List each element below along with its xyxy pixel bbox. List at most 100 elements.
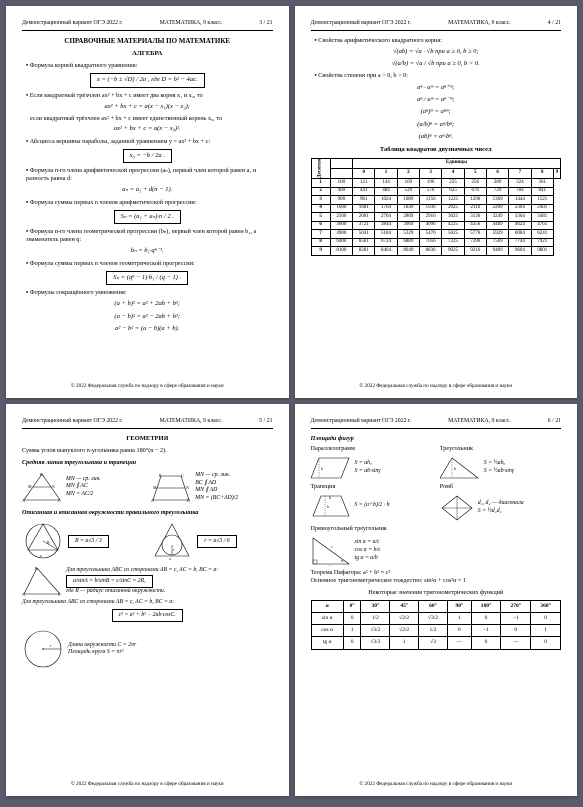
cell: 2500 xyxy=(330,213,352,222)
formula: (aⁿ)ᵐ = aⁿᵐ; xyxy=(311,108,562,116)
units-header: Единицы xyxy=(353,159,561,169)
formula: aⁿ · aᵐ = aⁿ⁺ᵐ; xyxy=(311,84,562,92)
bullet: Формулы сокращённого умножения: xyxy=(26,289,273,297)
bullet: Формула суммы первых n членов арифметиче… xyxy=(26,199,273,207)
trig-header: 270° xyxy=(501,600,531,612)
trig-cell: −1 xyxy=(471,625,501,637)
cell: 1444 xyxy=(509,196,531,205)
row-header: 7 xyxy=(311,230,330,239)
svg-text:a: a xyxy=(169,556,171,560)
trig-cell: √3/2 xyxy=(361,625,390,637)
table-row: 6360037213844396940964225435644894624476… xyxy=(311,221,561,230)
text: Сумма углов выпуклого n-угольника равна … xyxy=(22,447,273,455)
trig-cell: 0 xyxy=(343,637,361,649)
page-5: Демонстрационный вариант ОГЭ 2022 г. МАТ… xyxy=(6,404,289,796)
formula: S = ½ahₐ S = ½ab·sinγ xyxy=(484,460,514,475)
formula: (a/b)ⁿ = aⁿ/bⁿ; xyxy=(311,121,562,129)
cell: 3600 xyxy=(330,221,352,230)
cell: 9216 xyxy=(464,247,486,256)
cell: 7744 xyxy=(509,238,531,247)
header-subject: МАТЕМАТИКА, 9 класс. xyxy=(448,20,511,28)
cell: 1156 xyxy=(420,196,442,205)
cell: 9604 xyxy=(509,247,531,256)
trig-cell: 1 xyxy=(447,613,471,625)
col-header: 7 xyxy=(509,169,531,179)
header-page-num: 6 / 21 xyxy=(548,418,561,426)
svg-text:C: C xyxy=(181,473,184,478)
svg-text:N: N xyxy=(52,484,55,489)
formula: x = (−b ± √D) / 2a , где D = b² − 4ac. xyxy=(90,73,205,87)
algebra-title: АЛГЕБРА xyxy=(22,50,273,58)
text: где R — радиус описанной окружности. xyxy=(66,588,218,596)
text: MN ∥ AC xyxy=(66,483,101,491)
formula: r = a√3 / 6 xyxy=(197,535,236,549)
trig-cell: √3/3 xyxy=(361,637,390,649)
cell: 3844 xyxy=(375,221,397,230)
cell: 5625 xyxy=(442,230,464,239)
header-left: Демонстрационный вариант ОГЭ 2022 г. xyxy=(311,20,412,28)
cell: 8281 xyxy=(353,247,375,256)
svg-text:B: B xyxy=(159,473,162,478)
cell: 1089 xyxy=(397,196,419,205)
footer: © 2022 Федеральная служба по надзору в с… xyxy=(6,781,289,788)
formula: aₙ = a₁ + d(n − 1). xyxy=(22,186,273,194)
cell: 1849 xyxy=(397,204,419,213)
trig-header: 90° xyxy=(447,600,471,612)
trig-row-label: sin α xyxy=(311,613,343,625)
cell: 7569 xyxy=(486,238,508,247)
formula: S = ahₐ S = ab·sinγ xyxy=(355,460,381,475)
main-title: СПРАВОЧНЫЕ МАТЕРИАЛЫ ПО МАТЕМАТИКЕ xyxy=(22,37,273,46)
page-6: Демонстрационный вариант ОГЭ 2022 г. МАТ… xyxy=(295,404,578,796)
page-grid: Демонстрационный вариант ОГЭ 2022 г. МАТ… xyxy=(6,6,577,796)
header-subject: МАТЕМАТИКА, 9 класс. xyxy=(448,418,511,426)
formula: ax² + bx + c = a(x − x₀)². xyxy=(22,125,273,133)
svg-text:C: C xyxy=(58,498,61,502)
cell: 9025 xyxy=(442,247,464,256)
cell: 6400 xyxy=(330,238,352,247)
trapezoid-area-diagram: b h a xyxy=(311,494,351,518)
cell: 3364 xyxy=(509,213,531,222)
text: MN ∥ AD xyxy=(195,487,238,495)
cell: 1600 xyxy=(330,204,352,213)
svg-text:A: A xyxy=(151,498,154,502)
cell: 529 xyxy=(397,187,419,196)
trig-cell: 1/2 xyxy=(361,613,390,625)
bullet: Формула n-го члена арифметической прогре… xyxy=(26,167,273,183)
formula: cos α = b/c xyxy=(355,547,381,555)
shape-label: Параллелограмм xyxy=(311,445,432,453)
header-page-num: 4 / 21 xyxy=(548,20,561,28)
trig-cell: √2/2 xyxy=(390,625,419,637)
svg-text:α: α xyxy=(341,558,343,563)
shape-label: Ромб xyxy=(440,483,561,491)
table-row: 9810082818464864988369025921694099604980… xyxy=(311,247,561,256)
cell: 5776 xyxy=(464,230,486,239)
svg-text:h: h xyxy=(327,504,329,509)
cell: 169 xyxy=(397,179,419,188)
cell: 5329 xyxy=(397,230,419,239)
trig-header: 180° xyxy=(471,600,501,612)
bullet: Формула суммы первых n членов геометриче… xyxy=(26,260,273,268)
svg-text:D: D xyxy=(187,498,190,502)
cell: 100 xyxy=(330,179,352,188)
trig-cell: 0 xyxy=(501,625,531,637)
cell: 2025 xyxy=(442,204,464,213)
trig-cell: — xyxy=(501,637,531,649)
svg-text:a: a xyxy=(40,553,42,558)
formula: a² − b² = (a − b)(a + b). xyxy=(22,325,273,333)
cell: 196 xyxy=(420,179,442,188)
text: Для треугольника ABC со сторонами AB = c… xyxy=(22,599,273,607)
svg-text:N: N xyxy=(186,485,189,490)
col-header: 9 xyxy=(553,169,560,179)
areas-title: Площади фигур xyxy=(311,435,562,443)
row-header: 1 xyxy=(311,179,330,188)
text: MN = (BC+AD)/2 xyxy=(195,495,238,503)
page-header: Демонстрационный вариант ОГЭ 2022 г. МАТ… xyxy=(22,20,273,31)
cell: 1225 xyxy=(442,196,464,205)
bullet: Если квадратный трёхчлен ax² + bx + c им… xyxy=(26,92,273,100)
cell: 2401 xyxy=(531,204,553,213)
col-header: 4 xyxy=(442,169,464,179)
trig-row-label: tg α xyxy=(311,637,343,649)
bullet: Формула корней квадратного уравнения: xyxy=(26,62,273,70)
svg-text:R: R xyxy=(47,540,50,545)
cell: 625 xyxy=(442,187,464,196)
